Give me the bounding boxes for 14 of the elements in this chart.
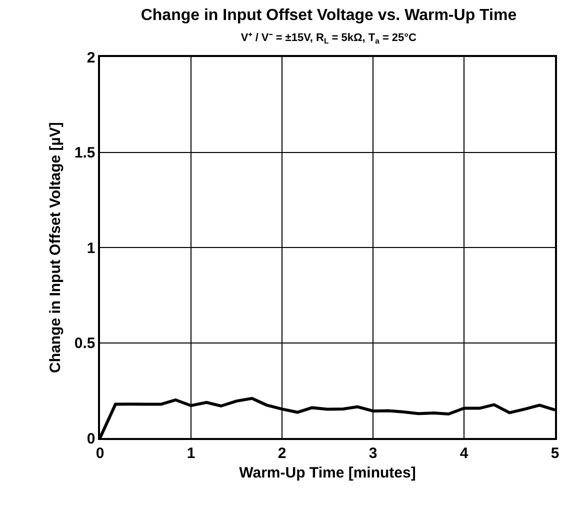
x-axis-title: Warm-Up Time [minutes] (239, 464, 416, 482)
y-tick-label: 0 (86, 430, 96, 448)
x-tick-label: 3 (368, 444, 378, 462)
y-tick-label: 1 (86, 240, 96, 257)
chart-title: Change in Input Offset Voltage vs. Warm-Up Time (140, 7, 517, 24)
y-tick-label: 2 (86, 49, 96, 66)
x-tick-label: 4 (460, 444, 469, 462)
y-tick-label: 0.5 (74, 335, 96, 352)
y-tick-label: 1.5 (74, 144, 96, 162)
chart-subtitle: V⁺ / V⁻ = ±15V, R$_{L}$ = 5kΩ, T$_{a}$ = 25°C (240, 32, 417, 46)
x-tick-label: 1 (186, 444, 196, 462)
x-tick-label: 5 (550, 444, 560, 462)
x-tick-label: 2 (278, 444, 286, 462)
y-axis-title: Change in Input Offset Voltage [µV] (47, 122, 64, 373)
